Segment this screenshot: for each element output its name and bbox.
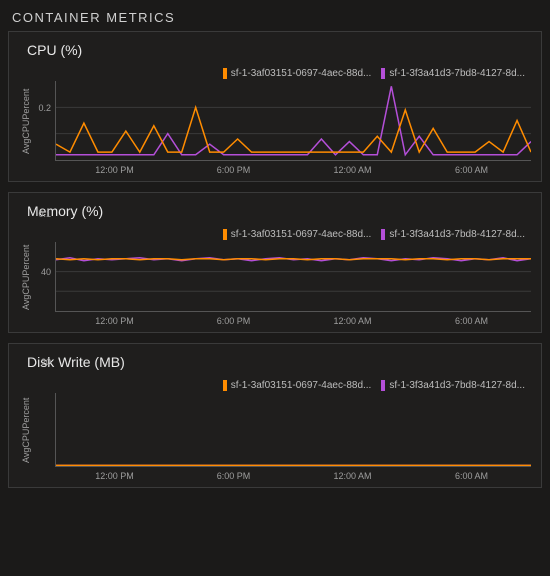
x-tick: 12:00 PM [55, 471, 174, 481]
chart-title: Disk Write (MB) [19, 352, 531, 380]
legend-swatch-icon [381, 229, 385, 240]
legend-label: sf-1-3af03151-0697-4aec-88d... [231, 380, 372, 391]
chart-title: CPU (%) [19, 40, 531, 68]
legend-item[interactable]: sf-1-3af03151-0697-4aec-88d... [223, 380, 372, 391]
x-ticks: 12:00 PM6:00 PM12:00 AM6:00 AM [55, 467, 531, 483]
x-tick: 12:00 PM [55, 316, 174, 326]
legend: sf-1-3af03151-0697-4aec-88d... sf-1-3f3a4… [19, 380, 531, 393]
x-tick: 12:00 AM [293, 165, 412, 175]
chart-body: AvgCPUPercent0.20.1 [19, 81, 531, 161]
x-tick: 6:00 PM [174, 316, 293, 326]
x-tick: 6:00 AM [412, 165, 531, 175]
plot-area[interactable] [55, 242, 531, 312]
chart-body: AvgCPUPercent4020 [19, 242, 531, 312]
series-line-b [56, 86, 531, 155]
panel-title: CONTAINER METRICS [0, 0, 550, 31]
legend-label: sf-1-3f3a41d3-7bd8-4127-8d... [389, 229, 525, 240]
legend-label: sf-1-3af03151-0697-4aec-88d... [231, 229, 372, 240]
x-tick: 6:00 AM [412, 316, 531, 326]
plot-area[interactable] [55, 81, 531, 161]
chart-card-cpu: CPU (%)sf-1-3af03151-0697-4aec-88d...sf-… [8, 31, 542, 182]
series-line-a [56, 107, 531, 152]
legend-label: sf-1-3f3a41d3-7bd8-4127-8d... [389, 68, 525, 79]
legend-item[interactable]: sf-1-3af03151-0697-4aec-88d... [223, 229, 372, 240]
chart-card-memory: Memory (%)sf-1-3af03151-0697-4aec-88d...… [8, 192, 542, 333]
legend: sf-1-3af03151-0697-4aec-88d... sf-1-3f3a4… [19, 68, 531, 81]
legend-swatch-icon [381, 68, 385, 79]
legend: sf-1-3af03151-0697-4aec-88d... sf-1-3f3a4… [19, 229, 531, 242]
legend-label: sf-1-3f3a41d3-7bd8-4127-8d... [389, 380, 525, 391]
y-axis-label: AvgCPUPercent [19, 242, 33, 312]
legend-swatch-icon [223, 68, 227, 79]
legend-swatch-icon [381, 380, 385, 391]
x-tick: 12:00 AM [293, 316, 412, 326]
chart-title: Memory (%) [19, 201, 531, 229]
y-ticks: 4020 [33, 242, 55, 312]
x-tick: 6:00 AM [412, 471, 531, 481]
x-tick: 12:00 AM [293, 471, 412, 481]
x-ticks: 12:00 PM6:00 PM12:00 AM6:00 AM [55, 161, 531, 177]
chart-card-disk: Disk Write (MB)sf-1-3af03151-0697-4aec-8… [8, 343, 542, 488]
legend-item[interactable]: sf-1-3f3a41d3-7bd8-4127-8d... [381, 380, 525, 391]
x-tick: 6:00 PM [174, 471, 293, 481]
y-axis-label: AvgCPUPercent [19, 393, 33, 467]
legend-swatch-icon [223, 380, 227, 391]
chart-body: AvgCPUPercent [19, 393, 531, 467]
legend-item[interactable]: sf-1-3af03151-0697-4aec-88d... [223, 68, 372, 79]
legend-swatch-icon [223, 229, 227, 240]
x-ticks: 12:00 PM6:00 PM12:00 AM6:00 AM [55, 312, 531, 328]
y-ticks: 0.20.1 [33, 81, 55, 161]
y-ticks [33, 393, 55, 467]
x-tick: 6:00 PM [174, 165, 293, 175]
legend-item[interactable]: sf-1-3f3a41d3-7bd8-4127-8d... [381, 229, 525, 240]
x-tick: 12:00 PM [55, 165, 174, 175]
y-axis-label: AvgCPUPercent [19, 81, 33, 161]
plot-area[interactable] [55, 393, 531, 467]
legend-item[interactable]: sf-1-3f3a41d3-7bd8-4127-8d... [381, 68, 525, 79]
legend-label: sf-1-3af03151-0697-4aec-88d... [231, 68, 372, 79]
